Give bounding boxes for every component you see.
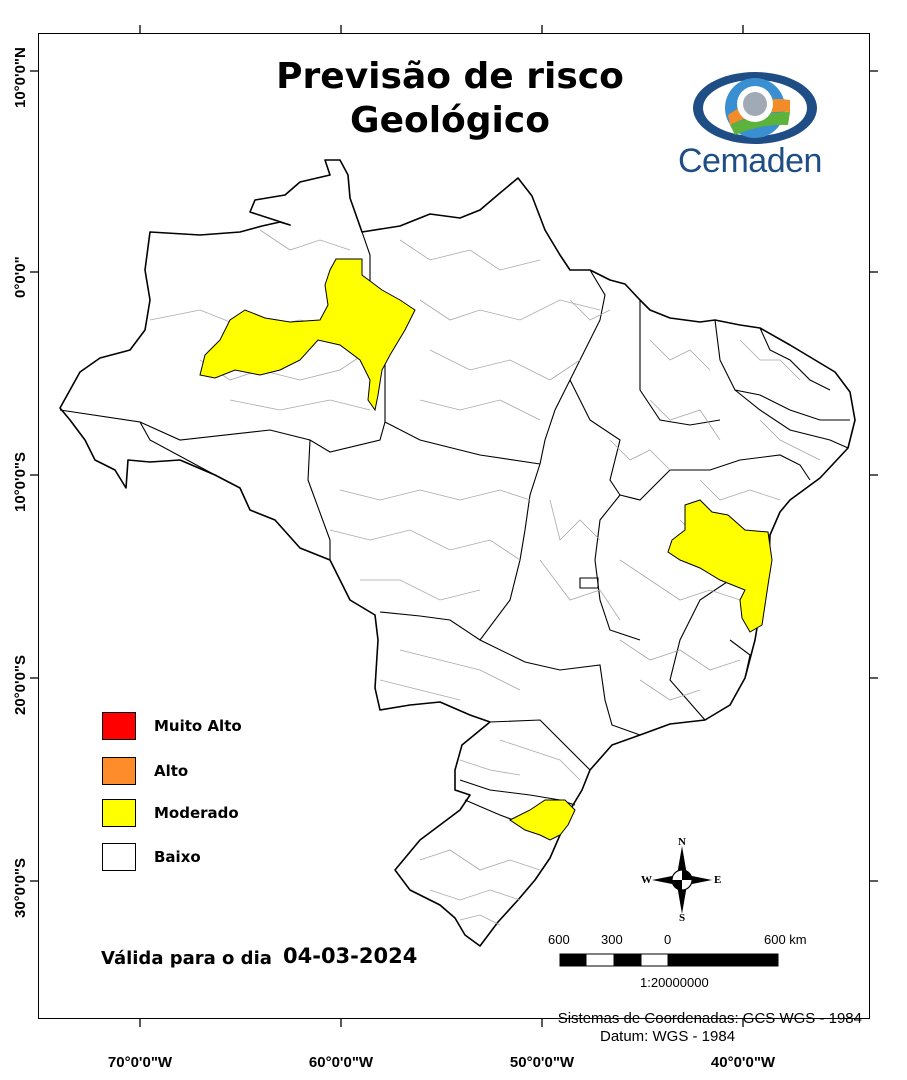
map-title-line2: Geológico xyxy=(350,100,550,141)
legend-label: Baixo xyxy=(154,848,201,866)
scale-label-300: 300 xyxy=(601,932,623,947)
compass-n: N xyxy=(678,836,686,848)
lat-label-10s: 10°0'0"S xyxy=(12,451,29,512)
legend-swatch-muito-alto xyxy=(102,712,136,740)
cemaden-logo xyxy=(693,72,817,144)
scale-label-600km: 600 km xyxy=(764,932,807,947)
legend-swatch-alto xyxy=(102,757,136,785)
risk-area-amazonas xyxy=(199,258,416,412)
legend-item-baixo: Baixo xyxy=(102,842,201,872)
lat-label-30s: 30°0'0"S xyxy=(12,857,29,918)
scale-label-600: 600 xyxy=(548,932,570,947)
state-borders xyxy=(59,231,850,836)
legend-swatch-moderado xyxy=(102,799,136,827)
lat-label-20s: 20°0'0"S xyxy=(12,654,29,715)
datum-text: Datum: WGS - 1984 xyxy=(600,1028,736,1045)
crs-text: Sistemas de Coordenadas: GCS WGS - 1984 xyxy=(557,1010,862,1027)
legend-item-muito-alto: Muito Alto xyxy=(102,711,242,741)
lat-label-0: 0°0'0" xyxy=(12,256,29,298)
map-title-line1: Previsão de risco xyxy=(276,56,624,97)
lon-label-70w: 70°0'0"W xyxy=(107,1054,173,1071)
valid-date: 04-03-2024 xyxy=(283,944,418,968)
graticule-ticks xyxy=(30,25,878,1027)
map-frame xyxy=(38,33,870,1019)
lon-label-50w: 50°0'0"W xyxy=(509,1054,575,1071)
risk-area-bahia xyxy=(667,499,773,633)
risk-areas-moderado xyxy=(199,258,773,841)
compass-rose xyxy=(652,846,712,914)
legend-label: Alto xyxy=(154,762,189,780)
lat-label-10n: 10°0'0"N xyxy=(12,47,29,108)
legend-label: Muito Alto xyxy=(154,717,242,735)
compass-s: S xyxy=(679,912,686,924)
scale-bar xyxy=(559,953,779,967)
legend-item-alto: Alto xyxy=(102,756,188,786)
valid-label: Válida para o dia xyxy=(101,948,272,969)
legend-label: Moderado xyxy=(154,804,239,822)
scale-label-0: 0 xyxy=(664,932,672,947)
lon-label-40w: 40°0'0"W xyxy=(710,1054,776,1071)
logo-text: Cemaden xyxy=(678,142,822,180)
compass-e: E xyxy=(714,874,722,886)
legend-swatch-baixo xyxy=(102,843,136,871)
legend-item-moderado: Moderado xyxy=(102,798,239,828)
compass-w: W xyxy=(641,874,652,886)
lon-label-60w: 60°0'0"W xyxy=(308,1054,374,1071)
risk-area-santa-catarina xyxy=(509,799,576,841)
scale-ratio: 1:20000000 xyxy=(640,975,709,990)
